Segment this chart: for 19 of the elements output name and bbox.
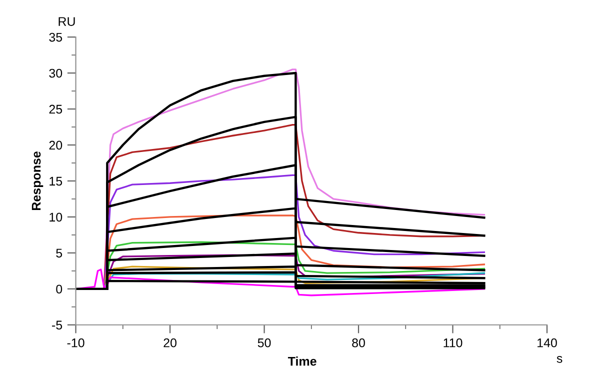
y-axis-title: Response bbox=[32, 152, 44, 210]
x-tick-label: 110 bbox=[444, 338, 462, 348]
x-tick-label: -10 bbox=[67, 338, 84, 348]
y-tick-label: 10 bbox=[50, 212, 62, 222]
y-tick-label: -5 bbox=[52, 320, 62, 330]
x-tick-label: 20 bbox=[164, 338, 176, 348]
text: s bbox=[556, 356, 562, 363]
x-tick-label: 50 bbox=[258, 338, 271, 348]
x-tick-label: 80 bbox=[352, 338, 365, 348]
y-tick-label: 30 bbox=[49, 68, 62, 78]
y-tick-label: 20 bbox=[49, 140, 62, 150]
y-tick-label: 25 bbox=[49, 104, 62, 114]
y-tick-label: 0 bbox=[56, 284, 62, 294]
y-tick-label: 5 bbox=[56, 248, 62, 258]
x-axis-title: Time bbox=[288, 356, 316, 366]
y-tick-label: 35 bbox=[49, 32, 62, 42]
y-tick-label: 15 bbox=[50, 176, 62, 186]
text: RU bbox=[58, 17, 75, 26]
x-tick-label: 140 bbox=[538, 338, 557, 348]
